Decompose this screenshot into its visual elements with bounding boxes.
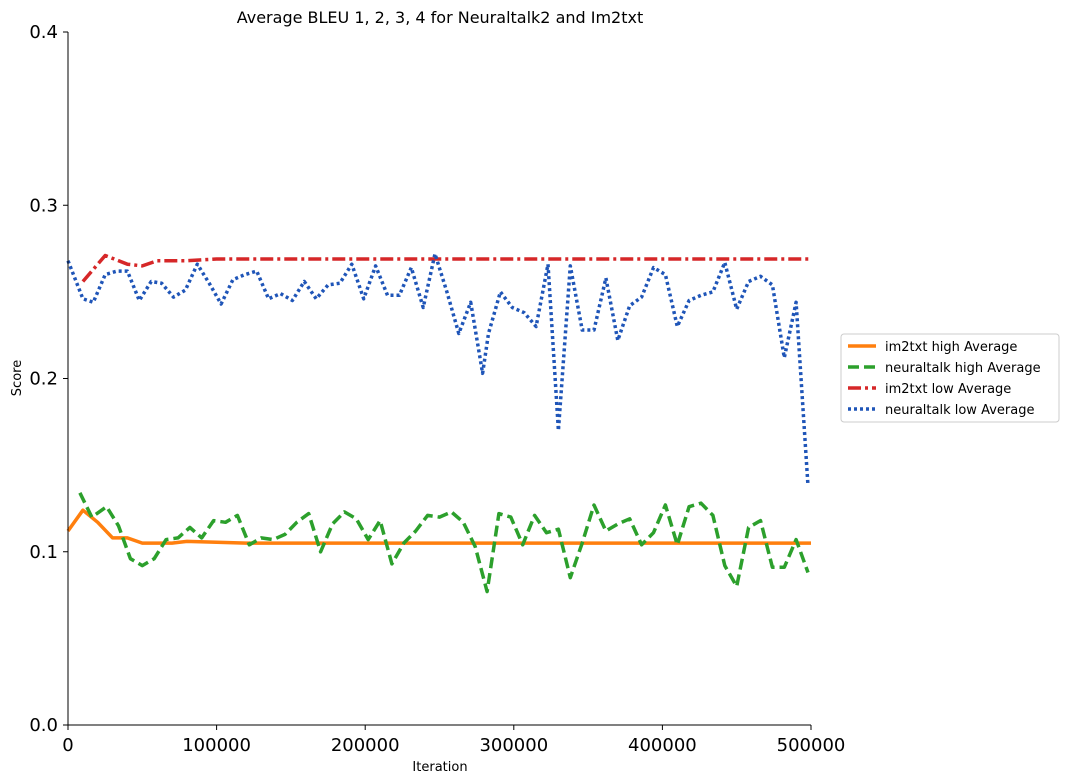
series-line-neuraltalk-low-average xyxy=(66,252,810,487)
chart-title: Average BLEU 1, 2, 3, 4 for Neuraltalk2 … xyxy=(237,8,644,27)
legend-label: im2txt high Average xyxy=(885,340,1017,355)
x-tick-label: 500000 xyxy=(777,735,846,756)
y-tick-label: 0.2 xyxy=(29,369,58,390)
x-tick-label: 200000 xyxy=(331,735,400,756)
y-tick-label: 0.4 xyxy=(29,22,58,43)
y-tick-label: 0.3 xyxy=(29,195,58,216)
ticks-layer: 0.0 0.1 0.2 0.3 0.4 0 100000 200000 300000 400000… xyxy=(29,22,845,756)
legend-frame xyxy=(840,333,1060,423)
legend-label: neuraltalk low Average xyxy=(885,403,1034,418)
series-line-neuraltalk-high-average xyxy=(78,492,810,594)
y-tick-label: 0.1 xyxy=(29,542,58,563)
x-axis-label: Iteration xyxy=(412,760,467,775)
x-tick-label: 400000 xyxy=(628,735,697,756)
series-line-im2txt-low-average xyxy=(81,253,811,283)
legend-label: neuraltalk high Average xyxy=(885,361,1041,376)
x-tick-label: 100000 xyxy=(182,735,251,756)
legend-label: im2txt low Average xyxy=(885,382,1011,397)
x-tick-label: 300000 xyxy=(479,735,548,756)
series-line-im2txt-high-average xyxy=(66,508,811,545)
y-tick-label: 0.0 xyxy=(29,715,58,736)
y-axis-label: Score xyxy=(10,360,25,396)
series-layer xyxy=(66,252,811,594)
x-tick-label: 0 xyxy=(62,735,73,756)
legend: im2txt high Average neuraltalk high Avera… xyxy=(840,333,1060,423)
